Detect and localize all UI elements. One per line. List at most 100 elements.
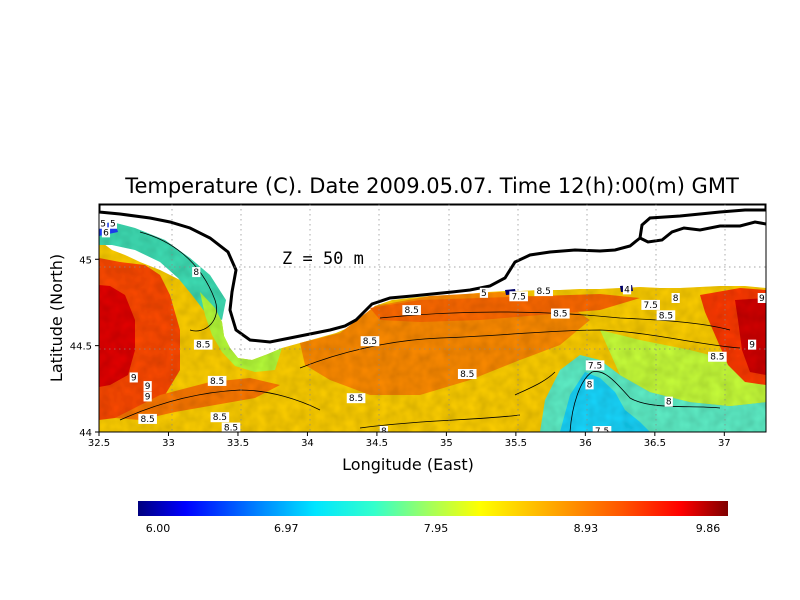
contour-label: 8.5 — [710, 353, 724, 363]
contour-label: 8 — [666, 398, 672, 408]
kerch-coast — [639, 220, 766, 244]
x-axis-label: Longitude (East) — [342, 455, 474, 474]
contour-label-bg — [129, 372, 138, 383]
contour-label: 8.5 — [553, 310, 567, 320]
x-tick-label: 37 — [718, 438, 731, 449]
x-tick-label: 34.5 — [366, 438, 388, 449]
contour-label-bg — [221, 422, 241, 432]
contour-label: 7.5 — [595, 427, 609, 437]
contour-label-bg — [192, 267, 201, 278]
contour-label-bg — [757, 293, 766, 303]
contour-label: 8.5 — [537, 287, 551, 297]
x-tick-label: 36 — [579, 438, 592, 449]
contour-label-bg — [360, 336, 380, 347]
crimea-land — [99, 204, 766, 344]
contour-east-7-5 — [569, 371, 721, 432]
contour-label: 8.5 — [140, 415, 154, 425]
contour-south-8 — [359, 414, 521, 429]
x-tick-label: 35.5 — [505, 438, 527, 449]
plot-frame — [98, 203, 767, 433]
contour-label: 8 — [381, 427, 387, 437]
y-tick-label: 44.5 — [70, 342, 92, 353]
x-tick-label: 33.5 — [227, 438, 249, 449]
x-tick-label: 33 — [162, 438, 175, 449]
hot-west-core — [99, 285, 135, 387]
contour-label-bg — [101, 227, 111, 238]
cool-east-band — [600, 330, 766, 406]
colorbar — [138, 501, 728, 516]
contour-label: 5 — [100, 220, 106, 230]
contour-label-bg — [143, 391, 152, 402]
contour-label-bg — [193, 339, 213, 350]
colorbar-tick-label: 9.86 — [696, 522, 721, 535]
x-tick-label: 32.5 — [88, 438, 110, 449]
contour-label: 8.5 — [659, 311, 673, 321]
land-outline — [99, 204, 766, 344]
contour-label: 8.5 — [196, 341, 210, 351]
y-tick-label: 45 — [79, 255, 92, 266]
contour-label-bg — [708, 351, 727, 362]
contour-label-bg — [585, 379, 594, 390]
contour-label-bg — [138, 413, 157, 424]
contour-label: 9 — [131, 373, 137, 383]
contour-label-bg — [534, 286, 553, 297]
cool-crimea-coast — [200, 292, 282, 372]
contour-label: 8.5 — [404, 306, 418, 316]
colorbar-tick-label: 7.95 — [424, 522, 449, 535]
contour-label-bg — [748, 339, 757, 350]
y-axis-label: Latitude (North) — [47, 254, 66, 382]
contour-label-bg — [479, 287, 489, 298]
colorbar-tick-label: 6.00 — [146, 522, 171, 535]
contour-label: 9 — [145, 382, 151, 392]
contour-label-bg — [671, 293, 680, 303]
contour-label-bg — [551, 308, 570, 319]
contour-label: 9 — [145, 392, 151, 402]
warm-north-strip — [370, 294, 640, 322]
contour-west-8 — [139, 231, 217, 332]
contour-label-bg — [143, 381, 152, 392]
contour-label-bg — [509, 291, 528, 302]
contour-label-bg — [592, 426, 612, 432]
contour-label-bg — [108, 218, 117, 229]
hot-east-core — [735, 298, 766, 375]
contour-label-bg — [656, 310, 676, 321]
contour-label: 9 — [759, 294, 765, 304]
contour-central-8 — [299, 329, 741, 369]
contour-label: 5 — [481, 289, 487, 299]
contour-label-bg — [622, 284, 632, 295]
contour-label: 8.5 — [363, 337, 377, 347]
contour-label-bg — [641, 299, 660, 310]
contour-label-bg — [585, 360, 605, 371]
contour-label: 8 — [587, 380, 593, 390]
x-tick-label: 35 — [440, 438, 453, 449]
contour-label: 8 — [193, 268, 199, 278]
y-axis-ticks: 44 44.5 45 — [70, 255, 99, 439]
contour-label-bg — [207, 375, 227, 386]
contour-label: 4 — [624, 285, 630, 295]
contour-label: 8.5 — [213, 413, 227, 423]
contour-label: 8 — [673, 294, 679, 304]
contour-label: 5 — [110, 220, 116, 230]
colorbar-tick-label: 6.97 — [274, 522, 299, 535]
colorbar-tick-label: 8.93 — [574, 522, 599, 535]
contour-label: 7.5 — [511, 292, 525, 302]
y-tick-label: 44 — [79, 428, 92, 439]
x-axis-ticks: 32.5 33 33.5 34 34.5 35 35.5 36 36.5 37 — [88, 432, 731, 449]
contour-label: 6 — [103, 228, 109, 238]
contour-lines — [119, 231, 741, 432]
contour-label-bg — [379, 426, 388, 432]
contour-label: 8.5 — [460, 370, 474, 380]
contour-label: 7.5 — [588, 361, 602, 371]
contour-label-bg — [402, 305, 421, 316]
contour-label: 8.5 — [210, 377, 224, 387]
cool-west-shelf — [99, 222, 226, 320]
contour-label: 8.5 — [349, 394, 363, 404]
map-title: Temperature (C). Date 2009.05.07. Time 1… — [124, 174, 739, 198]
contour-label: 7.5 — [644, 301, 658, 311]
contour-label-bg — [346, 393, 366, 404]
contour-label-bg — [457, 369, 477, 379]
x-tick-label: 36.5 — [644, 438, 666, 449]
